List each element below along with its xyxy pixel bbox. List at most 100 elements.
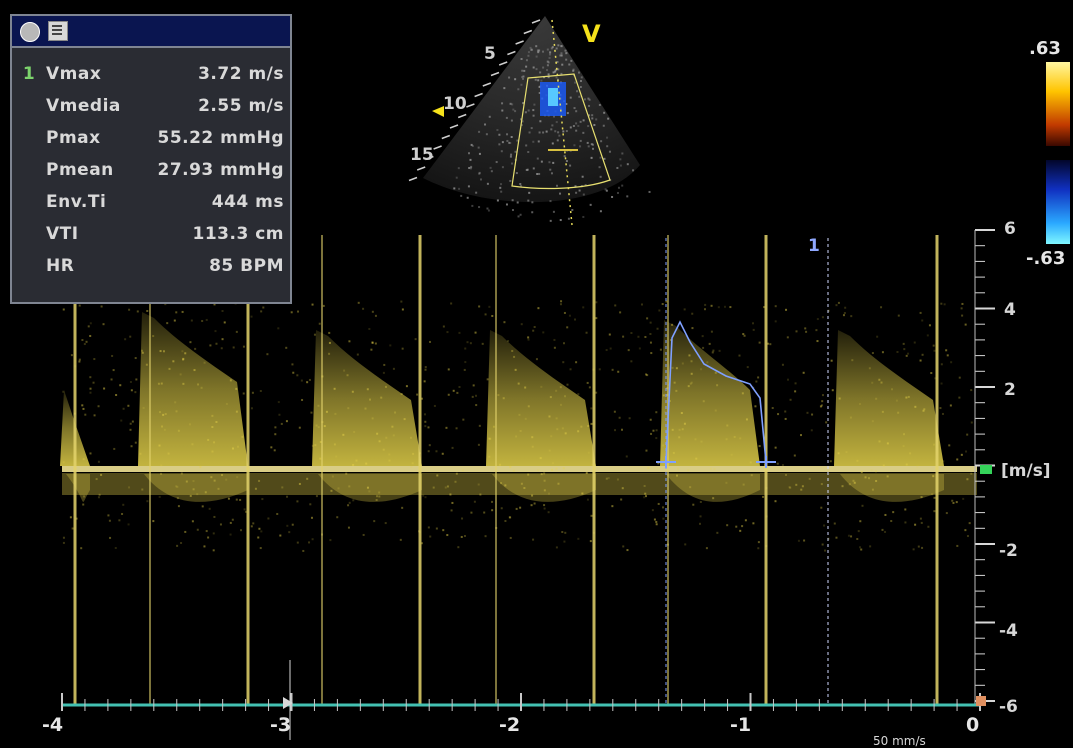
- speckle: [89, 452, 91, 454]
- sector-speckle: [570, 97, 572, 99]
- speckle: [921, 319, 923, 321]
- speckle: [945, 349, 947, 351]
- speckle: [774, 500, 776, 502]
- sector-speckle: [618, 187, 620, 189]
- measure-tool-icon[interactable]: [48, 21, 68, 41]
- speckle: [370, 349, 372, 351]
- sector-speckle: [566, 160, 568, 162]
- speckle: [930, 372, 932, 374]
- sector-speckle: [549, 200, 551, 202]
- sector-speckle: [484, 123, 486, 125]
- sector-speckle: [537, 51, 539, 53]
- speckle: [166, 322, 168, 324]
- sector-speckle: [548, 73, 550, 75]
- speckle: [658, 309, 660, 311]
- speckle: [531, 436, 533, 438]
- speckle: [213, 549, 215, 551]
- sector-speckle: [500, 183, 502, 185]
- speckle: [645, 495, 647, 497]
- speckle: [970, 473, 972, 475]
- record-button[interactable]: [20, 22, 40, 42]
- speckle: [825, 421, 827, 423]
- speckle: [357, 354, 359, 356]
- speckle: [262, 307, 264, 309]
- speckle: [338, 487, 340, 489]
- speckle: [795, 382, 797, 384]
- speckle: [961, 454, 963, 456]
- sector-speckle: [621, 152, 623, 154]
- speckle: [363, 534, 365, 536]
- sector-speckle: [575, 122, 577, 124]
- speckle: [296, 374, 298, 376]
- speckle: [93, 382, 95, 384]
- sector-speckle: [506, 117, 508, 119]
- speckle: [252, 522, 254, 524]
- speckle: [461, 518, 463, 520]
- speckle: [296, 500, 298, 502]
- speckle: [903, 433, 905, 435]
- speckle: [503, 321, 505, 323]
- speckle: [612, 369, 614, 371]
- speckle: [415, 338, 417, 340]
- speckle: [356, 460, 358, 462]
- speckle: [515, 435, 517, 437]
- speckle: [410, 466, 412, 468]
- speckle: [84, 414, 86, 416]
- sector-speckle: [603, 125, 605, 127]
- speckle: [301, 399, 303, 401]
- speckle: [205, 491, 207, 493]
- speckle: [824, 550, 826, 552]
- speckle: [644, 493, 646, 495]
- speckle: [353, 431, 355, 433]
- sector-speckle: [564, 50, 566, 52]
- speckle: [485, 313, 487, 315]
- speckle: [939, 407, 941, 409]
- sector-speckle: [566, 52, 568, 54]
- speckle: [654, 519, 656, 521]
- speckle: [120, 420, 122, 422]
- speckle: [563, 541, 565, 543]
- speckle: [649, 333, 651, 335]
- speckle: [716, 532, 718, 534]
- speckle: [83, 495, 85, 497]
- speckle: [376, 495, 378, 497]
- speckle: [809, 478, 811, 480]
- speckle: [243, 346, 245, 348]
- sector-speckle: [599, 157, 601, 159]
- speckle: [412, 462, 414, 464]
- speckle: [306, 478, 308, 480]
- speckle: [380, 397, 382, 399]
- sector-speckle: [517, 88, 519, 90]
- speckle: [352, 391, 354, 393]
- sector-speckle: [591, 143, 593, 145]
- measurement-value: 444 ms: [212, 192, 284, 212]
- speckle: [489, 438, 491, 440]
- speckle: [230, 534, 232, 536]
- speckle: [896, 351, 898, 353]
- speckle: [181, 350, 183, 352]
- speckle: [286, 525, 288, 527]
- speckle: [334, 388, 336, 390]
- speckle: [691, 373, 693, 375]
- sector-speckle: [525, 111, 527, 113]
- speckle: [123, 408, 125, 410]
- sector-speckle: [550, 220, 552, 222]
- speckle: [103, 323, 105, 325]
- speckle: [811, 429, 813, 431]
- sector-speckle: [508, 77, 510, 79]
- speckle: [378, 492, 380, 494]
- speckle: [401, 507, 403, 509]
- speckle: [702, 347, 704, 349]
- speckle: [169, 368, 171, 370]
- sector-speckle: [479, 153, 481, 155]
- speckle: [98, 461, 100, 463]
- speckle: [726, 524, 728, 526]
- sector-speckle: [556, 76, 558, 78]
- speckle: [389, 344, 391, 346]
- sector-speckle: [535, 45, 537, 47]
- speckle: [914, 406, 916, 408]
- sector-speckle: [561, 64, 563, 66]
- sector-speckle: [539, 131, 541, 133]
- speckle: [500, 482, 502, 484]
- speckle: [122, 504, 124, 506]
